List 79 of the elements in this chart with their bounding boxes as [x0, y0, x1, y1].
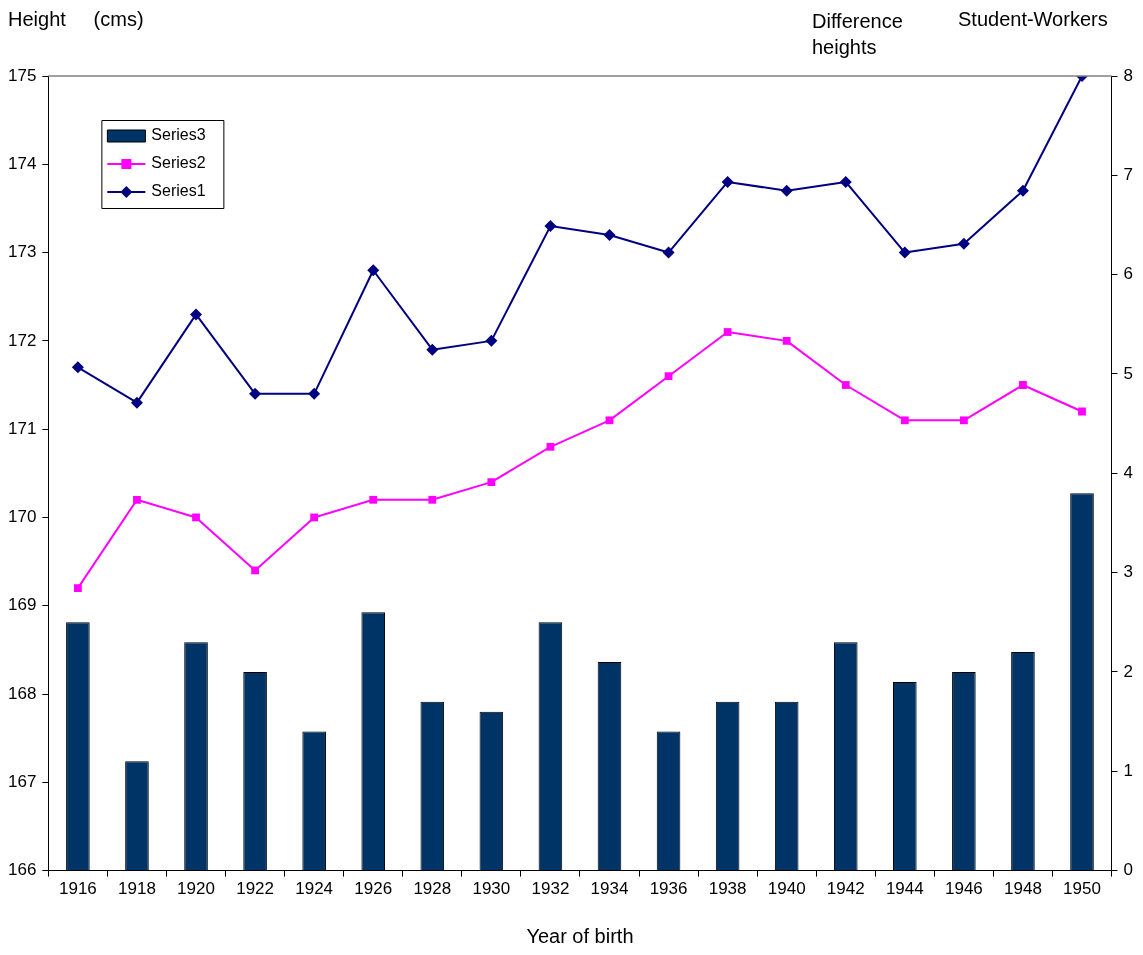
y2-tick-label: 3: [1123, 562, 1134, 582]
x-tick-label: 1938: [708, 879, 747, 899]
point: [485, 334, 498, 347]
y-tick-label: 174: [7, 153, 37, 173]
point: [190, 308, 203, 321]
x-tick-label: 1918: [118, 879, 156, 899]
point: [1078, 407, 1086, 416]
point: [957, 237, 970, 250]
point: [1016, 184, 1029, 197]
point: [428, 495, 437, 504]
point: [603, 228, 616, 241]
point: [369, 495, 378, 504]
y-tick-label: 170: [7, 507, 37, 527]
x-tick-label: 1946: [944, 879, 983, 899]
point: [71, 361, 84, 374]
point: [782, 336, 791, 345]
x-tick-label: 1936: [649, 879, 688, 899]
point: [308, 387, 321, 400]
x-tick-label: 1950: [1063, 879, 1101, 899]
point: [662, 246, 675, 259]
x-axis-title: Year of birth: [526, 924, 634, 947]
x-tick-label: 1948: [1004, 879, 1042, 899]
point: [780, 184, 793, 197]
y2-tick-label: 0: [1123, 860, 1134, 880]
point: [487, 478, 496, 487]
point: [605, 416, 614, 425]
legend-label: Series2: [151, 154, 206, 172]
y-tick-label: 175: [7, 65, 37, 85]
text: Student-Workers: [958, 8, 1108, 31]
y2-tick-label: 2: [1123, 661, 1134, 681]
x-tick-label: 1932: [531, 879, 570, 899]
x-tick-label: 1942: [826, 879, 865, 899]
point: [74, 584, 82, 592]
point: [1019, 381, 1027, 389]
x-tick-label: 1926: [354, 879, 393, 899]
x-tick-label: 1922: [236, 879, 275, 899]
y-tick-label: 171: [7, 418, 37, 438]
y-tick-label: 173: [7, 242, 37, 262]
x-tick-label: 1924: [295, 879, 334, 899]
point: [251, 566, 259, 575]
point: [544, 220, 557, 233]
point: [546, 442, 555, 451]
x-tick-label: 1930: [472, 879, 511, 899]
point: [839, 175, 852, 188]
y-tick-label: 169: [7, 595, 37, 615]
point: [723, 328, 732, 336]
point: [426, 343, 439, 356]
point: [721, 175, 734, 188]
x-tick-label: 1920: [177, 879, 215, 899]
point: [130, 396, 143, 409]
legend-label: Series3: [151, 126, 206, 144]
y2-tick-label: 6: [1123, 264, 1134, 284]
y2-tick-label: 1: [1123, 760, 1134, 780]
x-tick-label: 1928: [413, 879, 452, 899]
point: [664, 372, 673, 381]
point: [900, 416, 909, 425]
point: [841, 381, 850, 389]
y2-tick-label: 7: [1123, 165, 1134, 185]
x-tick-label: 1934: [590, 879, 629, 899]
x-tick-label: 1916: [58, 879, 97, 899]
y-tick-label: 172: [7, 330, 37, 350]
y2-tick-label: 4: [1123, 462, 1134, 482]
y2-tick-label: 8: [1123, 65, 1134, 85]
point: [192, 513, 200, 522]
legend-label: Series1: [151, 182, 206, 200]
y2-axis-title: Difference heights: [812, 9, 904, 60]
point: [249, 387, 262, 400]
point: [959, 416, 968, 425]
y-axis-title: Height (cms): [8, 8, 144, 31]
x-tick-label: 1940: [767, 879, 806, 899]
x-tick-label: 1944: [885, 879, 924, 899]
y-tick-label: 168: [7, 683, 37, 703]
y-tick-label: 167: [7, 772, 37, 791]
point: [898, 246, 911, 259]
point: [133, 495, 141, 504]
y-tick-label: 166: [7, 860, 37, 880]
point: [367, 264, 380, 277]
y2-tick-label: 5: [1123, 363, 1134, 383]
point: [310, 513, 319, 522]
